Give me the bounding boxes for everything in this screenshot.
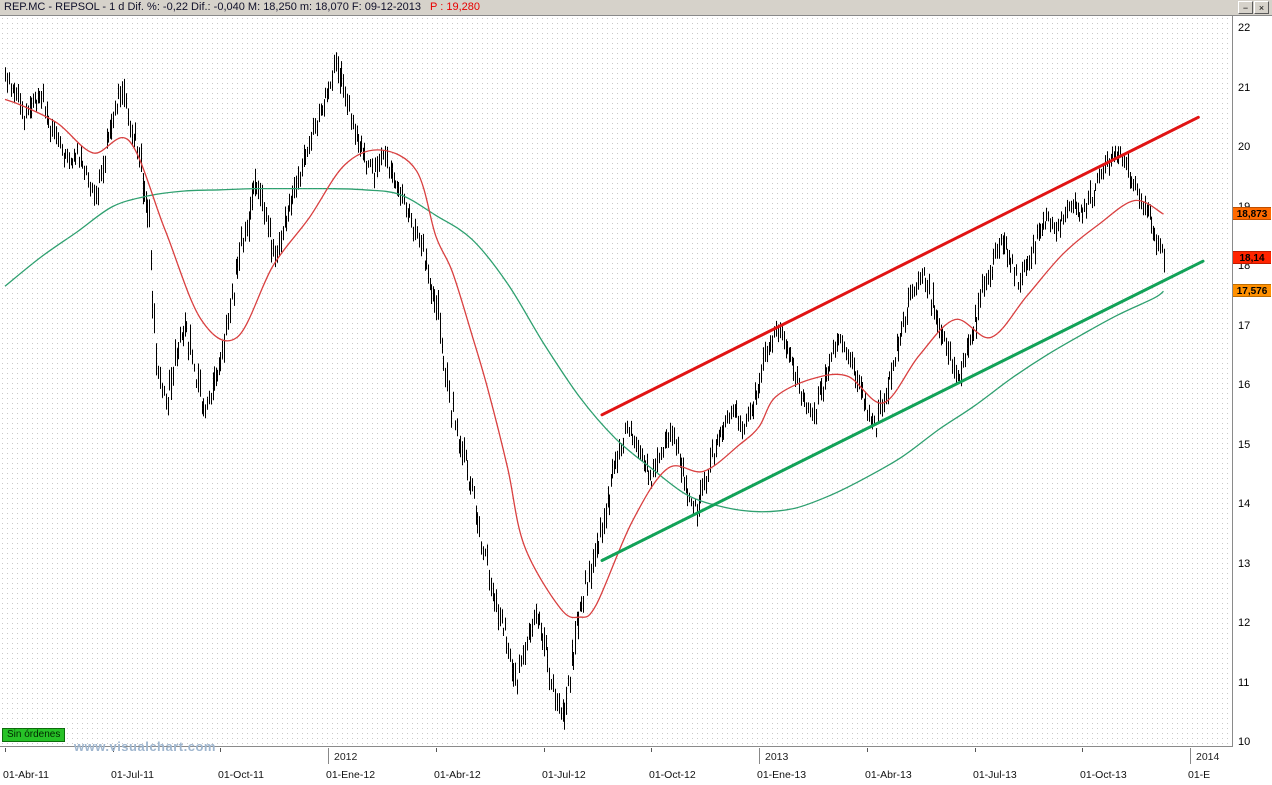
price-chart-svg[interactable] xyxy=(0,16,1233,747)
chart-titlebar[interactable]: REP.MC - REPSOL - 1 d Dif. %: -0,22 Dif.… xyxy=(0,0,1272,16)
chart-plot-area[interactable]: Sin órdenes xyxy=(0,16,1233,747)
ma-fast-line xyxy=(4,98,1164,619)
x-axis-date-label: 01-Jul-13 xyxy=(973,769,1017,781)
x-axis-tick xyxy=(867,748,868,752)
x-axis: 01-Abr-11 01-Jul-11 01-Oct-11 01-Ene-12 01-A… xyxy=(0,748,1272,785)
title-price-value: P : 19,280 xyxy=(430,1,480,13)
x-axis-tick xyxy=(544,748,545,752)
year-separator xyxy=(759,748,760,764)
x-axis-date-label: 01-E xyxy=(1188,769,1211,781)
y-axis-tick: 21 xyxy=(1238,81,1251,94)
channel-lower-trendline[interactable] xyxy=(600,259,1205,562)
x-axis-date-label: 01-Abr-11 xyxy=(3,769,49,781)
close-button[interactable]: × xyxy=(1254,1,1269,14)
y-axis-tick: 10 xyxy=(1238,736,1251,748)
x-axis-tick xyxy=(1082,748,1083,752)
x-axis-year-label: 2012 xyxy=(334,751,358,763)
x-axis-date-label: 01-Abr-12 xyxy=(434,769,481,781)
y-axis-tick: 22 xyxy=(1238,22,1251,34)
x-axis-date-label: 01-Jul-11 xyxy=(111,769,154,781)
y-axis-tick: 12 xyxy=(1238,617,1251,629)
instrument-title: REP.MC - REPSOL - 1 d Dif. %: -0,22 Dif.… xyxy=(4,1,421,13)
y-axis-tick: 17 xyxy=(1238,319,1251,332)
ma-slow-line xyxy=(4,187,1164,513)
y-axis-tick: 16 xyxy=(1238,379,1251,391)
x-axis-tick xyxy=(220,748,221,752)
year-separator xyxy=(328,748,329,764)
x-axis-date-label: 01-Oct-12 xyxy=(649,769,696,781)
price-marker-ma-slow: 17,576 xyxy=(1233,284,1271,298)
x-axis-date-label: 01-Jul-12 xyxy=(542,769,586,781)
x-axis-tick xyxy=(113,748,114,752)
y-axis-tick: 13 xyxy=(1238,557,1251,570)
candlestick-series xyxy=(5,52,1165,730)
visualchart-watermark: www.visualchart.com xyxy=(74,739,216,754)
x-axis-date-label: 01-Ene-13 xyxy=(757,769,807,781)
x-axis-year-label: 2013 xyxy=(765,751,789,763)
x-axis-year-label: 2014 xyxy=(1196,751,1220,763)
x-axis-date-label: 01-Oct-11 xyxy=(218,769,264,781)
x-axis-date-label: 01-Ene-12 xyxy=(326,769,376,781)
y-axis-tick: 15 xyxy=(1238,438,1251,451)
year-separator xyxy=(1190,748,1191,764)
x-axis-tick xyxy=(436,748,437,752)
no-orders-badge: Sin órdenes xyxy=(2,728,66,742)
y-axis-tick: 20 xyxy=(1238,141,1251,153)
y-axis-tick: 14 xyxy=(1238,498,1251,510)
y-axis: 2221201918171615141312111018,87318,1417,… xyxy=(1233,16,1272,748)
x-axis-tick xyxy=(5,748,6,752)
x-axis-date-label: 01-Oct-13 xyxy=(1080,769,1127,781)
x-axis-date-label: 01-Abr-13 xyxy=(865,769,912,781)
minimize-button[interactable]: − xyxy=(1238,1,1253,14)
x-axis-tick xyxy=(651,748,652,752)
channel-upper-trendline[interactable] xyxy=(600,115,1200,417)
y-axis-tick: 11 xyxy=(1238,676,1250,689)
x-axis-tick xyxy=(975,748,976,752)
price-marker-ma-fast: 18,873 xyxy=(1233,207,1271,221)
price-marker-last-price: 18,14 xyxy=(1233,250,1271,264)
